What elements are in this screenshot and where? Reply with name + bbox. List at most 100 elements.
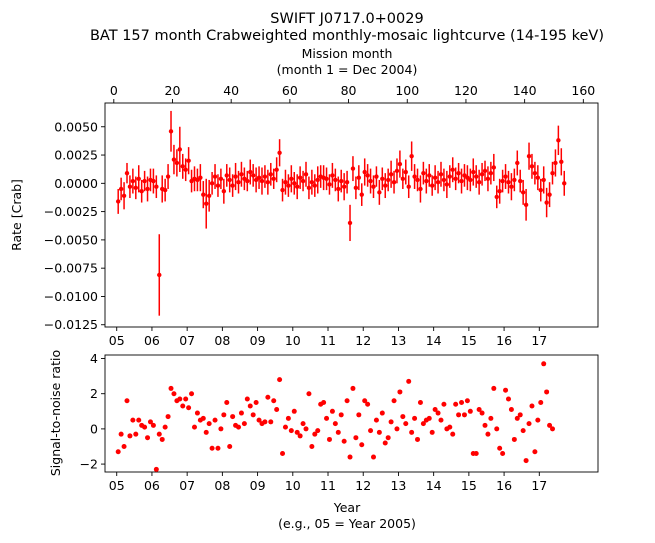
top-axis-label: Mission month: [302, 46, 393, 61]
rate-point: [471, 169, 476, 175]
snr-point: [215, 445, 221, 451]
snr-point: [153, 466, 159, 472]
snr-point: [329, 408, 335, 414]
snr-point: [550, 426, 556, 432]
snr-point: [467, 408, 473, 414]
rate-point: [453, 176, 458, 181]
rate-point: [544, 200, 549, 205]
snr-year-tick-label: 05: [109, 478, 125, 493]
snr-point: [494, 426, 500, 432]
snr-year-tick-label: 07: [179, 478, 195, 493]
rate-point: [383, 183, 388, 188]
rate-point: [227, 177, 232, 183]
rate-point: [139, 189, 144, 194]
rate-point: [300, 178, 306, 184]
snr-point: [441, 401, 447, 407]
top-axis-tick-label: 120: [454, 83, 478, 98]
rate-point: [482, 168, 488, 174]
rate-point: [230, 183, 235, 188]
rate-point: [250, 173, 256, 178]
rate-year-tick-label: 15: [461, 333, 477, 348]
rate-point: [127, 184, 133, 189]
snr-point: [212, 417, 218, 423]
snr-point: [547, 422, 553, 428]
snr-point: [297, 433, 303, 439]
snr-point: [356, 412, 362, 418]
snr-point: [388, 419, 394, 425]
snr-point: [288, 428, 294, 434]
rate-point: [491, 165, 497, 170]
rate-y-tick-label: −0.0025: [44, 204, 98, 219]
rate-year-tick-label: 08: [214, 333, 230, 348]
rate-point: [550, 170, 555, 176]
snr-point: [262, 419, 268, 425]
rate-point: [268, 172, 273, 177]
rate-point: [168, 129, 174, 134]
snr-point: [541, 361, 547, 367]
snr-point: [306, 391, 312, 397]
snr-point: [303, 426, 309, 432]
snr-point: [186, 405, 192, 411]
snr-point: [253, 400, 259, 406]
year-axis-sublabel: (e.g., 05 = Year 2005): [278, 516, 416, 531]
rate-point: [292, 181, 297, 186]
snr-point: [535, 417, 541, 423]
snr-year-tick-label: 16: [496, 478, 512, 493]
rate-point: [174, 160, 180, 166]
rate-point: [201, 192, 206, 197]
rate-point: [259, 178, 265, 184]
snr-point: [194, 410, 200, 416]
rate-point: [265, 179, 271, 185]
snr-point: [350, 385, 356, 391]
snr-point: [403, 421, 409, 427]
snr-point: [464, 398, 470, 404]
rate-year-tick-label: 14: [426, 333, 442, 348]
snr-point: [503, 387, 509, 393]
snr-year-tick-label: 11: [320, 478, 336, 493]
rate-point: [509, 184, 514, 189]
rate-point: [283, 179, 288, 185]
snr-point: [247, 403, 253, 409]
rate-point: [394, 168, 400, 174]
rate-point: [456, 170, 461, 176]
rate-y-tick-label: −0.0100: [44, 289, 98, 304]
snr-point: [376, 429, 382, 435]
snr-point: [180, 403, 186, 409]
snr-point: [115, 449, 121, 455]
rate-point: [526, 153, 532, 159]
rate-point: [344, 179, 350, 185]
rate-point: [121, 193, 127, 198]
snr-axis-label: Signal-to-noise ratio: [48, 350, 63, 476]
snr-point: [409, 429, 415, 435]
snr-point: [206, 421, 212, 427]
snr-point: [315, 428, 321, 434]
snr-point: [224, 400, 230, 406]
rate-point: [333, 177, 338, 183]
rate-year-tick-label: 07: [179, 333, 195, 348]
rate-point: [212, 174, 218, 179]
snr-point: [335, 429, 341, 435]
rate-y-tick-label: −0.0125: [44, 317, 98, 332]
rate-point: [512, 177, 517, 183]
snr-point: [447, 424, 453, 430]
rate-point: [353, 185, 359, 191]
snr-point: [397, 389, 403, 395]
snr-point: [382, 440, 388, 446]
snr-point: [218, 426, 224, 432]
rate-point: [380, 176, 385, 181]
snr-point: [505, 396, 511, 402]
snr-point: [520, 428, 526, 434]
rate-point: [362, 169, 367, 175]
snr-point: [162, 424, 168, 430]
snr-point: [482, 422, 488, 428]
rate-point: [124, 170, 130, 176]
snr-point: [426, 415, 432, 421]
rate-point: [177, 147, 183, 152]
rate-point: [409, 153, 414, 159]
rate-point: [359, 192, 364, 197]
rate-point: [154, 184, 159, 189]
snr-point: [145, 435, 151, 441]
top-axis-tick-label: 140: [513, 83, 537, 98]
snr-panel: 05 06 07 08 09 10 11 12 13 14 15 16 17 4 2 0 −2: [80, 351, 556, 493]
rate-point: [330, 173, 335, 178]
